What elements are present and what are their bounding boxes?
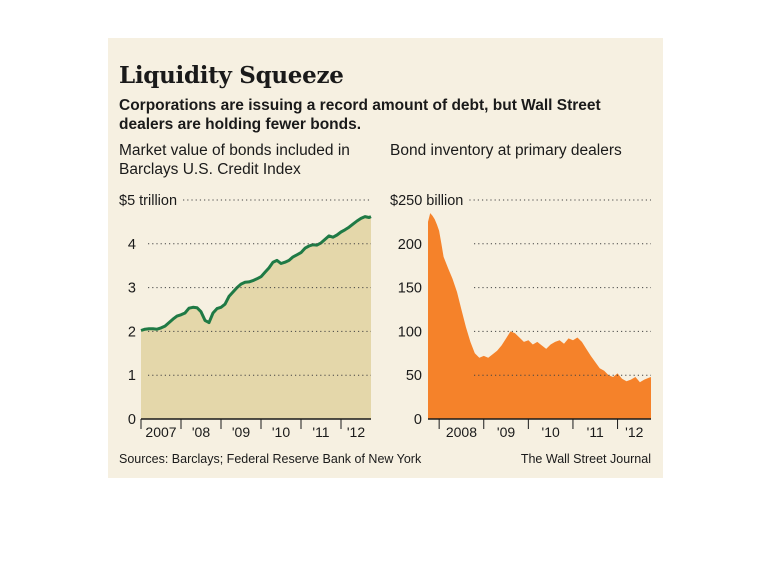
left-panel-title: Market value of bonds included in Barcla…: [119, 142, 350, 178]
x-tick-label: '12: [625, 424, 643, 440]
x-tick-label: '11: [312, 424, 329, 440]
x-tick-label: '10: [542, 424, 560, 440]
subhead: Corporations are issuing a record amount…: [119, 97, 601, 133]
x-tick-label: 2007: [145, 424, 176, 440]
right-panel-title: Bond inventory at primary dealers: [390, 142, 622, 159]
y-tick-label: 2: [128, 324, 136, 340]
x-tick-label: '10: [272, 424, 290, 440]
credit-note: The Wall Street Journal: [520, 452, 651, 466]
x-tick-label: '08: [192, 424, 210, 440]
left-chart: $5 trillion 0 1 2 3 4 2007 '08 '09 '10 '11 '12: [119, 193, 372, 440]
y-tick-label: 4: [128, 237, 136, 253]
series-line: [140, 215, 372, 332]
x-tick-label: '09: [232, 424, 250, 440]
x-tick-label: 2008: [446, 424, 477, 440]
headline: Liquidity Squeeze: [119, 62, 344, 89]
source-note: Sources: Barclays; Federal Reserve Bank …: [119, 452, 422, 466]
y-tick-label: 100: [398, 324, 422, 340]
y-tick-label: 0: [128, 412, 136, 428]
y-tick-label: 150: [398, 281, 422, 297]
unit-label: $5 trillion: [119, 193, 177, 209]
series-area: [141, 216, 371, 419]
x-tick-label: '11: [587, 424, 604, 440]
right-chart: $250 billion 0 50 100 150 200 2008 '09 '10 '11 '12: [390, 193, 651, 440]
y-tick-label: 50: [406, 368, 422, 384]
series-area: [428, 213, 651, 419]
y-tick-label: 1: [128, 368, 136, 384]
chart-card: Liquidity Squeeze Corporations are issui…: [108, 38, 663, 478]
unit-label: $250 billion: [390, 193, 463, 209]
y-tick-label: 3: [128, 281, 136, 297]
y-tick-label: 0: [414, 412, 422, 428]
x-tick-label: '09: [497, 424, 515, 440]
x-tick-label: '12: [347, 424, 365, 440]
y-tick-label: 200: [398, 237, 422, 253]
charts-svg: $5 trillion 0 1 2 3 4 2007 '08 '09 '10 '11 '12 $250…: [119, 193, 651, 440]
